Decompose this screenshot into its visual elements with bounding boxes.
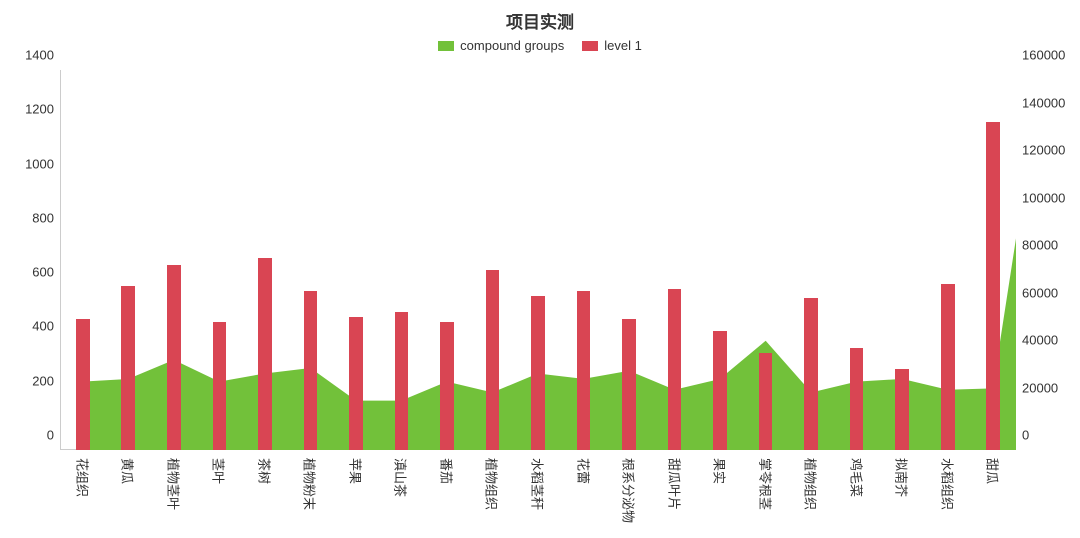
bar — [395, 312, 409, 450]
chart-container: 项目实测 compound groups level 1 02004006008… — [0, 0, 1080, 538]
x-axis-label: 掌苓根茎 — [756, 458, 775, 510]
x-axis-label: 甜瓜 — [984, 458, 1003, 484]
y-tick-right: 120000 — [1022, 143, 1078, 158]
legend-swatch-level-1 — [582, 41, 598, 51]
y-tick-right: 20000 — [1022, 380, 1078, 395]
x-axis-label: 果实 — [711, 458, 730, 484]
y-tick-left: 1000 — [4, 156, 54, 171]
bar — [304, 291, 318, 450]
x-axis-label: 植物组织 — [483, 458, 502, 510]
bar — [668, 289, 682, 451]
legend-label-level-1: level 1 — [604, 38, 642, 53]
y-tick-right: 60000 — [1022, 285, 1078, 300]
x-axis-label: 花组织 — [73, 458, 92, 497]
y-tick-left: 800 — [4, 210, 54, 225]
x-axis-label: 花蕾 — [574, 458, 593, 484]
bar — [804, 298, 818, 450]
y-tick-right: 160000 — [1022, 48, 1078, 63]
chart-legend: compound groups level 1 — [0, 38, 1080, 53]
x-axis-label: 拟南芥 — [893, 458, 912, 497]
bar — [167, 265, 181, 450]
x-axis-label: 鸡毛菜 — [847, 458, 866, 497]
legend-item-level-1: level 1 — [582, 38, 642, 53]
bar — [213, 322, 227, 450]
bar — [531, 296, 545, 450]
x-axis-labels: 花组织 黄瓜 植物茎叶 茎叶茶树 植物粉末 苹果 滇山茶 番茄 植物组织 水稻茎秆 花蕾 根系分泌物 甜… — [60, 452, 1016, 538]
bar — [941, 284, 955, 450]
bar — [850, 348, 864, 450]
chart-title: 项目实测 — [0, 8, 1080, 33]
x-axis-label: 苹果 — [346, 458, 365, 484]
x-axis-label: 黄瓜 — [119, 458, 138, 484]
x-axis-label: 滇山茶 — [392, 458, 411, 497]
y-tick-right: 140000 — [1022, 95, 1078, 110]
x-axis-label: 植物组织 — [802, 458, 821, 510]
legend-label-compound-groups: compound groups — [460, 38, 564, 53]
y-tick-left: 1400 — [4, 48, 54, 63]
x-axis-label: 甜瓜叶片 — [665, 458, 684, 510]
bar — [759, 353, 773, 450]
plot-area: 0200400600800100012001400 02000040000600… — [60, 70, 1016, 450]
bar — [486, 270, 500, 451]
x-axis-label: 茶树 — [255, 458, 274, 484]
bar — [713, 331, 727, 450]
x-axis-label: 水稻组织 — [938, 458, 957, 510]
y-tick-right: 0 — [1022, 428, 1078, 443]
bar — [577, 291, 591, 450]
y-tick-right: 100000 — [1022, 190, 1078, 205]
legend-item-compound-groups: compound groups — [438, 38, 564, 53]
y-tick-left: 400 — [4, 319, 54, 334]
y-tick-right: 80000 — [1022, 238, 1078, 253]
bar — [121, 286, 135, 450]
y-tick-left: 600 — [4, 265, 54, 280]
y-tick-left: 200 — [4, 373, 54, 388]
bar — [895, 369, 909, 450]
y-tick-left: 0 — [4, 428, 54, 443]
bar — [986, 122, 1000, 450]
bar-series — [60, 70, 1016, 450]
bar — [76, 319, 90, 450]
legend-swatch-compound-groups — [438, 41, 454, 51]
bar — [349, 317, 363, 450]
x-axis-label: 番茄 — [437, 458, 456, 484]
bar — [258, 258, 272, 450]
y-tick-right: 40000 — [1022, 333, 1078, 348]
x-axis-label: 根系分泌物 — [620, 458, 639, 523]
x-axis-label: 植物茎叶 — [164, 458, 183, 510]
x-axis-label: 水稻茎秆 — [529, 458, 548, 510]
y-tick-left: 1200 — [4, 102, 54, 117]
x-axis-label: 茎叶 — [210, 458, 229, 484]
bar — [440, 322, 454, 450]
bar — [622, 319, 636, 450]
x-axis-label: 植物粉末 — [301, 458, 320, 510]
